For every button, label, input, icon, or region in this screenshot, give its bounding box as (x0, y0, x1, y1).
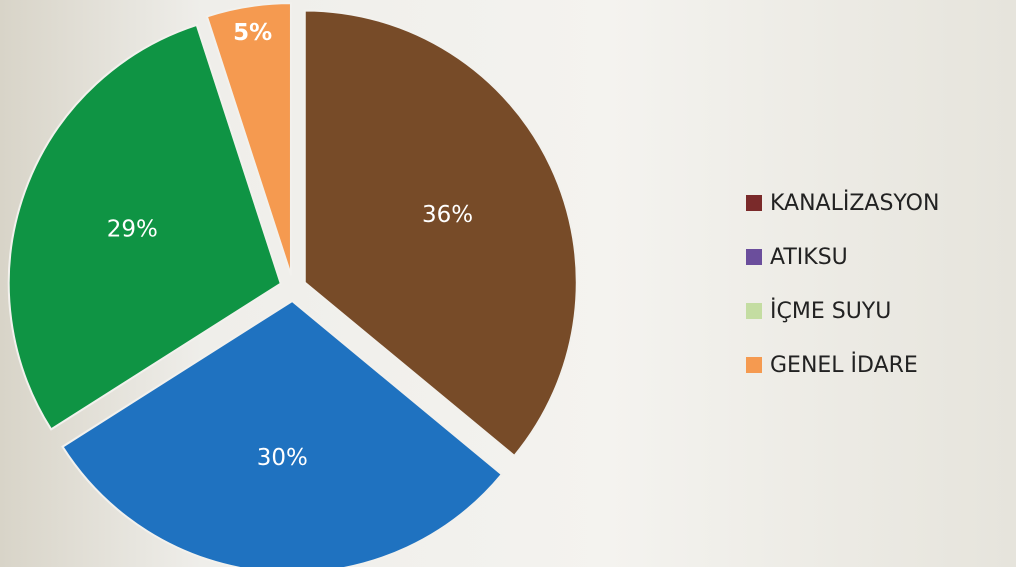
slice-label: 36% (422, 202, 473, 228)
slice-label: 5% (233, 20, 272, 46)
legend-swatch (746, 195, 762, 211)
slice-label: 30% (257, 445, 308, 471)
slice-label: 29% (107, 217, 158, 243)
legend-swatch (746, 357, 762, 373)
legend-label: İÇME SUYU (770, 298, 891, 324)
chart: 36% 30% 29% 5% KANALİZASYON ATIKSU İÇME SUYU GE… (0, 0, 1016, 567)
legend-swatch (746, 303, 762, 319)
legend-label: ATIKSU (770, 245, 848, 270)
page: 36% 30% 29% 5% KANALİZASYON ATIKSU İÇME SUYU GE… (0, 0, 1016, 567)
legend-label: KANALİZASYON (770, 190, 939, 216)
legend-swatch (746, 249, 762, 265)
legend-label: GENEL İDARE (770, 352, 918, 378)
